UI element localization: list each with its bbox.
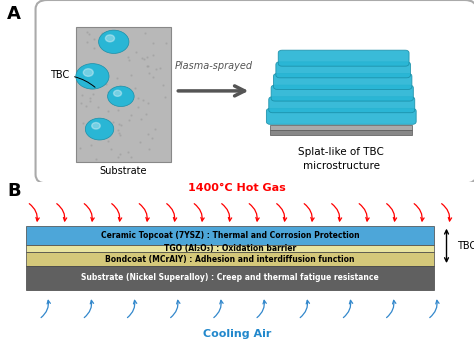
Circle shape <box>85 118 114 140</box>
Bar <box>26 266 434 289</box>
Bar <box>26 245 434 252</box>
Circle shape <box>105 35 115 42</box>
FancyBboxPatch shape <box>266 108 416 125</box>
Bar <box>26 252 434 266</box>
Circle shape <box>92 122 100 129</box>
Text: Substrate (Nickel Superalloy) : Creep and thermal fatigue resistance: Substrate (Nickel Superalloy) : Creep an… <box>81 273 379 282</box>
Bar <box>270 130 412 134</box>
FancyBboxPatch shape <box>273 73 412 90</box>
Text: 1400°C Hot Gas: 1400°C Hot Gas <box>188 183 286 193</box>
FancyBboxPatch shape <box>36 0 474 184</box>
Bar <box>26 226 434 245</box>
FancyBboxPatch shape <box>271 85 413 101</box>
Text: A: A <box>7 5 21 23</box>
Text: TBC: TBC <box>50 70 95 87</box>
Circle shape <box>114 90 121 96</box>
Bar <box>76 27 171 162</box>
Circle shape <box>83 69 93 76</box>
Text: Splat-like of TBC
microstructure: Splat-like of TBC microstructure <box>298 147 384 171</box>
Text: Bondcoat (MCrAlY) : Adhesion and interdiffusion function: Bondcoat (MCrAlY) : Adhesion and interdi… <box>105 255 355 263</box>
Text: Cooling Air: Cooling Air <box>203 329 271 339</box>
FancyBboxPatch shape <box>278 50 409 66</box>
Text: B: B <box>7 182 21 200</box>
Circle shape <box>108 86 134 107</box>
FancyBboxPatch shape <box>269 97 415 113</box>
Text: Substrate: Substrate <box>100 166 147 176</box>
Text: Ceramic Topcoat (7YSZ) : Thermal and Corrosion Protection: Ceramic Topcoat (7YSZ) : Thermal and Cor… <box>100 231 359 240</box>
Circle shape <box>99 30 129 54</box>
Circle shape <box>76 64 109 89</box>
FancyBboxPatch shape <box>276 62 410 78</box>
Text: Plasma-sprayed: Plasma-sprayed <box>174 61 252 71</box>
Bar <box>270 125 412 130</box>
Text: TBC: TBC <box>457 241 474 251</box>
Text: TGO (Al₂O₃) : Oxidation barrier: TGO (Al₂O₃) : Oxidation barrier <box>164 244 296 253</box>
